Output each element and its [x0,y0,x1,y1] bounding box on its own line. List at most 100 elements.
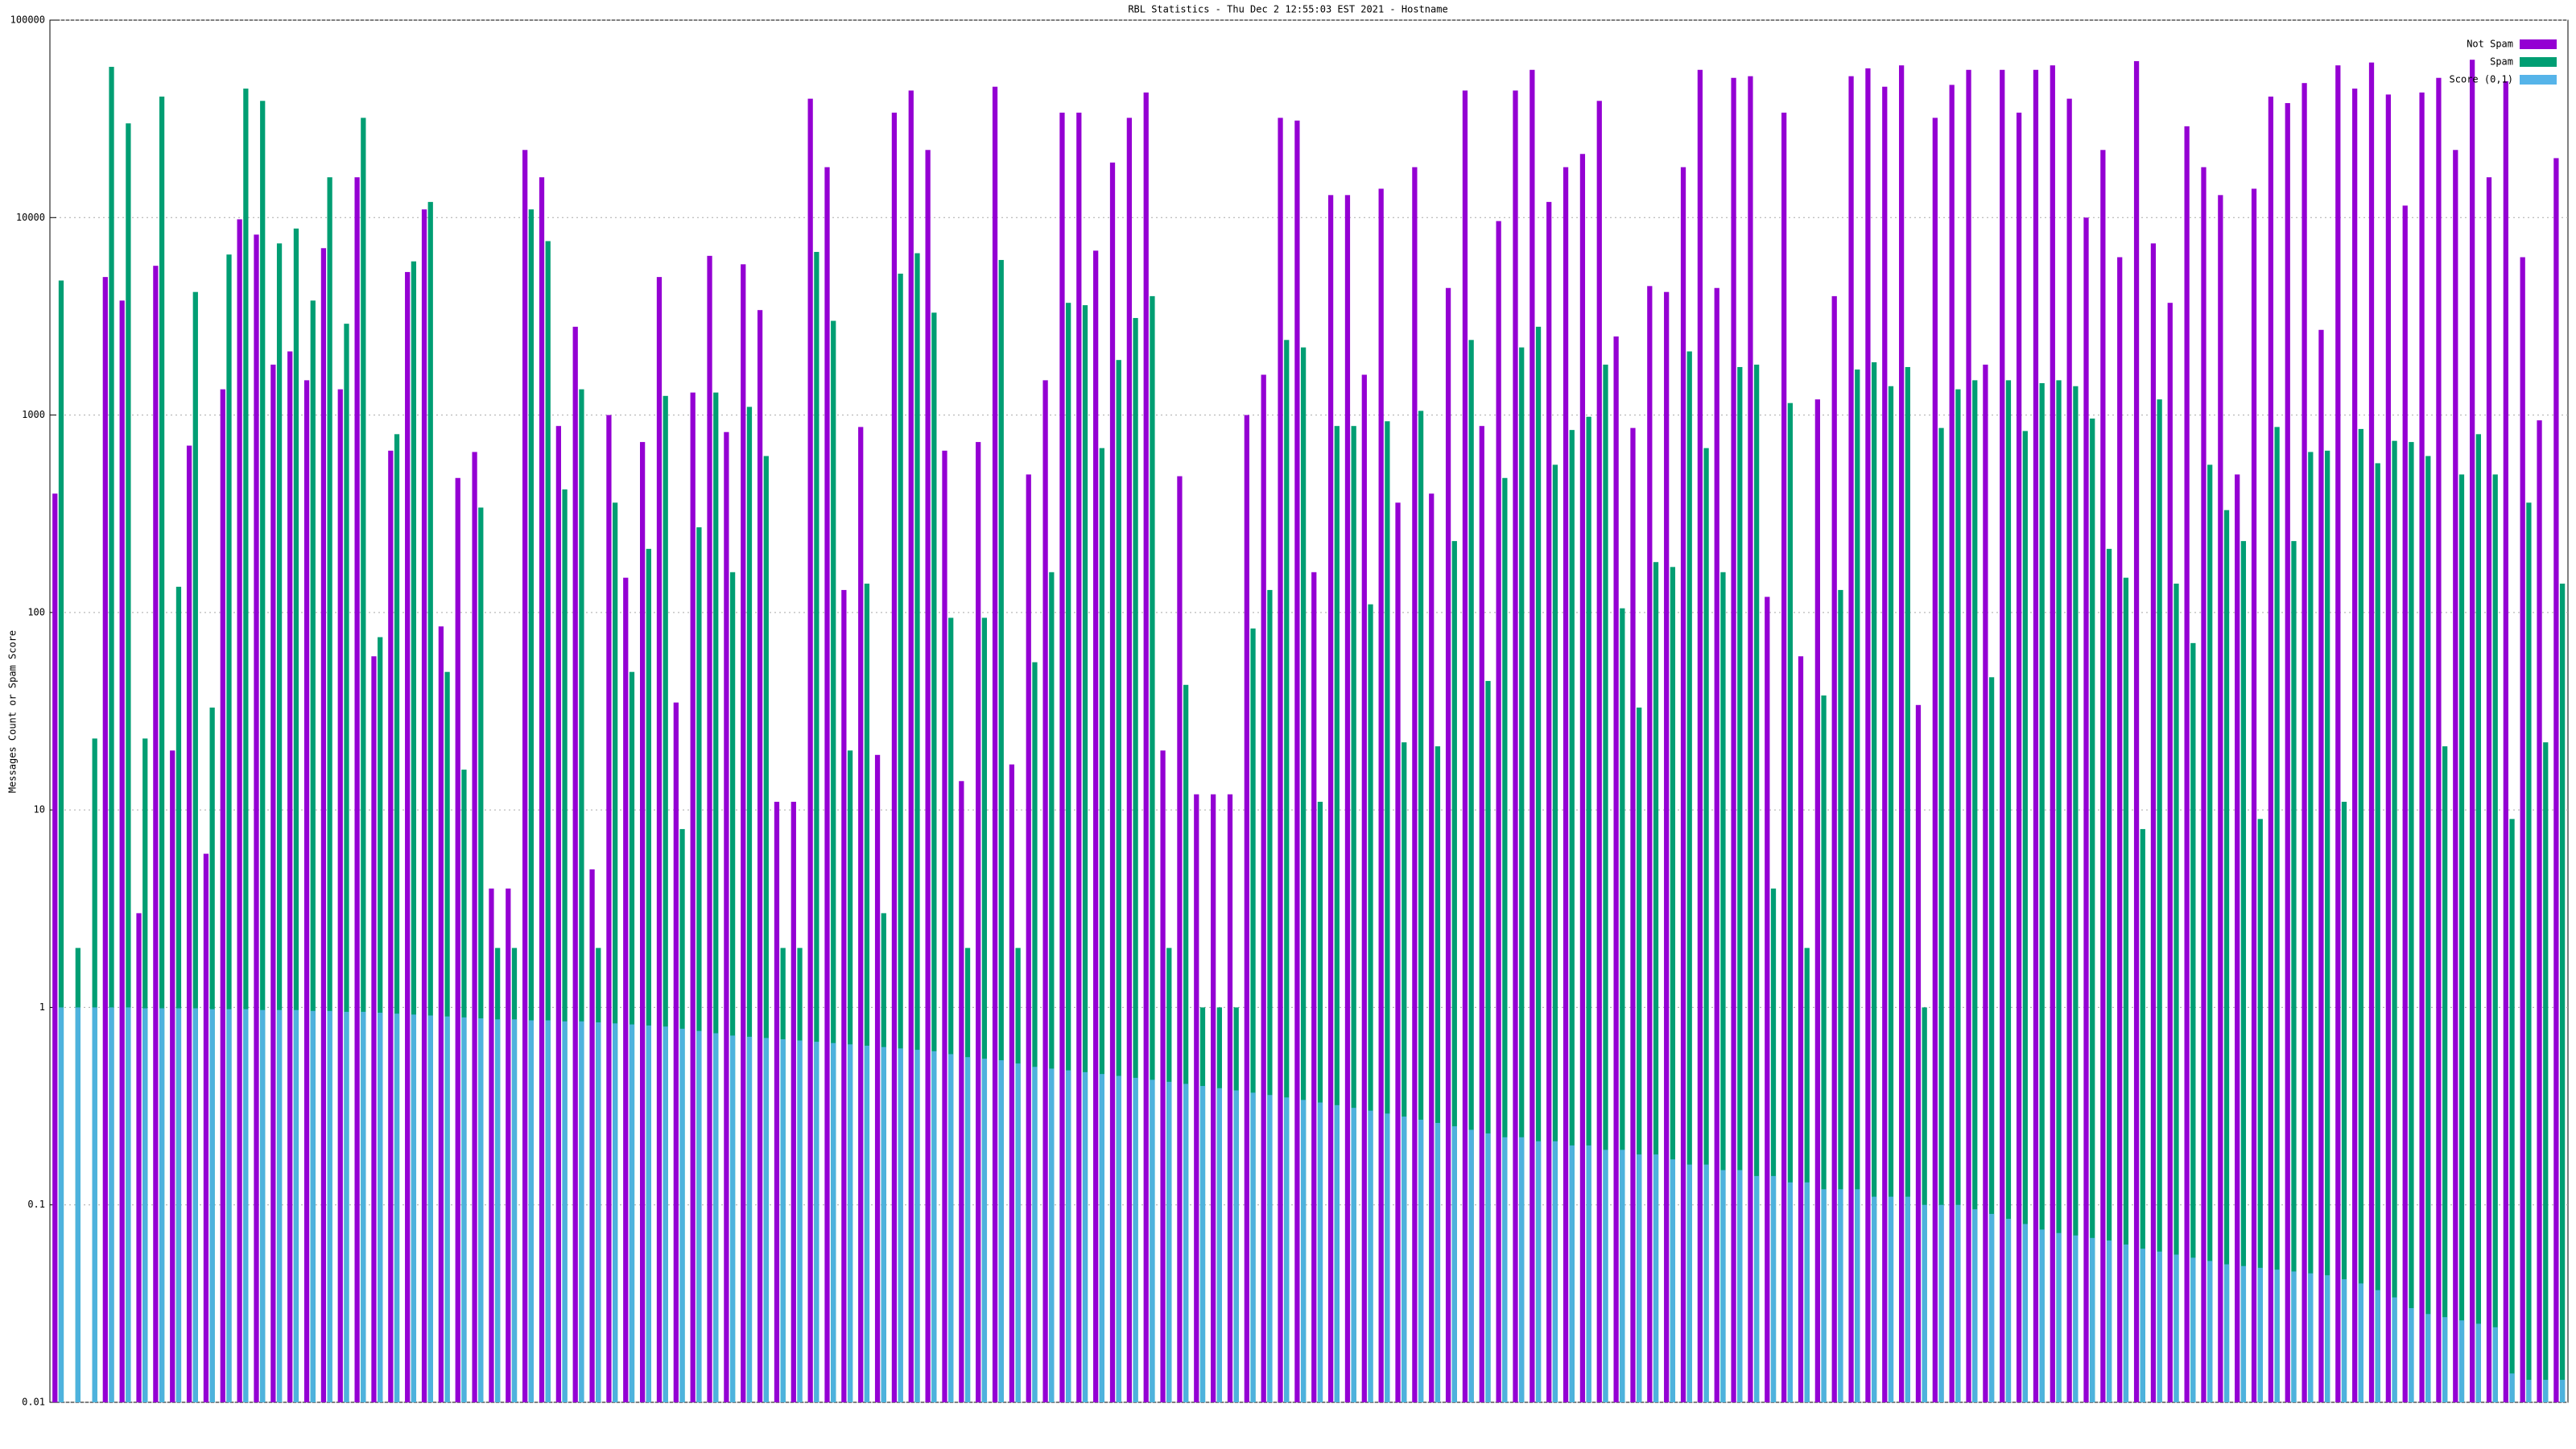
bar [1059,112,1065,1403]
bar [1402,742,1407,1402]
bar [1888,386,1894,1403]
bar [663,395,668,1402]
bar [1160,750,1166,1402]
bar [2368,62,2375,1403]
bar [1368,604,1373,1402]
bar [1737,366,1743,1403]
bar [2442,1317,2448,1402]
bar [2375,1290,2380,1402]
bar [1109,162,1116,1403]
bar [2150,243,2157,1402]
bar [1334,1104,1340,1402]
bar [237,219,242,1402]
bar [898,273,903,1402]
bar [774,801,780,1402]
bar [2442,746,2448,1402]
bar [2050,65,2055,1402]
bar [109,1007,114,1402]
bar [192,291,198,1403]
bar [102,277,108,1403]
bar [2341,1279,2347,1402]
bar [831,1042,836,1402]
bar [2559,1380,2566,1402]
bar [1015,1063,1021,1402]
bar [814,251,819,1403]
bar [2140,1249,2145,1402]
bar [545,1020,551,1402]
bar [847,1044,853,1402]
bar [874,754,881,1402]
bar [1686,351,1692,1402]
bar [2503,80,2508,1402]
bar [807,98,813,1402]
bar [2453,150,2458,1403]
bar [1569,1145,1575,1402]
bar [1402,1117,1407,1402]
bar [1502,477,1508,1402]
legend-label: Not Spam [2467,39,2513,50]
bar [1838,1189,1843,1402]
bar [1765,597,1770,1402]
bar [2543,742,2549,1402]
bar [2223,1264,2230,1402]
bar [646,548,651,1403]
bar [1412,167,1418,1402]
bar [1183,1084,1189,1402]
bar [2274,1269,2280,1402]
bar [1798,656,1804,1402]
bar [931,1051,937,1402]
bar [2318,329,2324,1403]
bar [2509,1373,2515,1402]
bar [478,507,484,1403]
bar [254,234,259,1403]
bar [1814,399,1820,1402]
bar [203,853,209,1402]
bar [92,1007,97,1402]
bar [629,1024,635,1402]
bar [2325,1275,2330,1402]
bar [2190,642,2196,1402]
bar [1872,362,1877,1402]
bar [2486,177,2492,1402]
bar [170,750,175,1402]
bar [2117,257,2123,1402]
bar [444,1016,450,1402]
bar [964,1057,971,1402]
bar [1972,380,1978,1402]
bar [243,1009,249,1402]
bar [1787,1182,1793,1402]
bar [1637,707,1642,1402]
bar [136,913,142,1402]
bar [2207,464,2213,1402]
bar [791,801,796,1402]
legend-label: Score (0,1) [2450,74,2513,85]
bar [1250,1092,1256,1402]
bar [724,431,729,1402]
bar [1988,677,1995,1402]
bar [1838,589,1843,1402]
bar [2285,103,2290,1402]
bar [489,888,494,1402]
bar [1603,1150,1608,1402]
bar [1126,118,1132,1402]
bar [2470,60,2475,1403]
bar [1855,369,1860,1402]
bar [1479,426,1484,1403]
bar [1385,1113,1390,1402]
bar [2106,548,2112,1403]
bar [1855,1189,1860,1402]
bar [2016,112,2022,1403]
bar [394,434,400,1402]
bar [1244,415,1249,1402]
bar [1831,295,1837,1402]
bar [175,586,182,1402]
bar [1099,1074,1105,1402]
bar [411,1014,417,1402]
bar [405,271,411,1403]
bar [1317,1102,1323,1402]
bar [1686,1164,1692,1402]
bar [2475,434,2481,1402]
bar [1261,374,1266,1403]
bar [159,1008,165,1402]
bar [1703,1164,1709,1402]
